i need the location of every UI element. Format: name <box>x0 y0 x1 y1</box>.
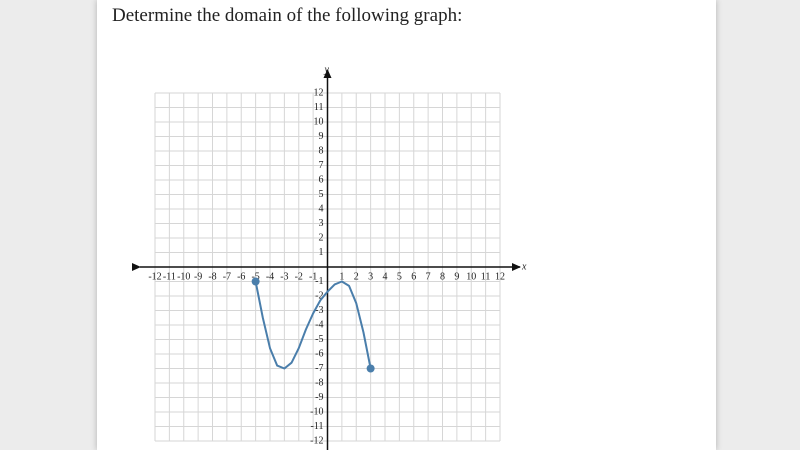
y-tick-label: -4 <box>315 319 323 330</box>
y-tick-label: -8 <box>315 377 323 388</box>
y-tick-label: -11 <box>311 421 324 432</box>
y-tick-label: 6 <box>319 174 324 185</box>
x-tick-label: 5 <box>397 271 402 282</box>
x-tick-label: -7 <box>223 271 231 282</box>
question-panel: Determine the domain of the following gr… <box>97 0 716 450</box>
y-tick-label: -3 <box>315 305 323 316</box>
x-tick-label: -10 <box>177 271 190 282</box>
endpoint-dot <box>251 277 260 286</box>
y-tick-label: 7 <box>319 160 324 171</box>
x-tick-label: 8 <box>440 271 445 282</box>
y-tick-label: 5 <box>319 189 324 200</box>
x-tick-label: 7 <box>426 271 431 282</box>
y-tick-label: 3 <box>319 218 324 229</box>
x-tick-label: 9 <box>454 271 459 282</box>
x-tick-label: -11 <box>163 271 176 282</box>
x-tick-label: -3 <box>280 271 288 282</box>
y-tick-label: 12 <box>314 87 324 98</box>
x-tick-label: -12 <box>148 271 161 282</box>
y-tick-label: -6 <box>315 348 323 359</box>
x-tick-label: -4 <box>266 271 274 282</box>
x-tick-label: 4 <box>383 271 388 282</box>
x-tick-label: -8 <box>208 271 216 282</box>
y-tick-label: 2 <box>319 232 324 243</box>
x-tick-label: -9 <box>194 271 202 282</box>
y-axis-label: y <box>324 64 330 75</box>
x-axis-label: x <box>521 261 527 272</box>
question-text: Determine the domain of the following gr… <box>112 5 463 26</box>
y-tick-label: -7 <box>315 363 323 374</box>
y-tick-label: -1 <box>315 276 323 287</box>
y-tick-label: 10 <box>314 116 324 127</box>
x-tick-label: 1 <box>339 271 344 282</box>
y-tick-label: 1 <box>319 247 324 258</box>
x-tick-label: 12 <box>495 271 505 282</box>
function-curve <box>254 280 372 370</box>
y-tick-label: 8 <box>319 145 324 156</box>
y-tick-label: -5 <box>315 334 323 345</box>
x-tick-label: 6 <box>411 271 416 282</box>
x-tick-label: 2 <box>354 271 359 282</box>
y-tick-label: -9 <box>315 392 323 403</box>
y-tick-label: -2 <box>315 290 323 301</box>
x-tick-label: 10 <box>466 271 476 282</box>
x-tick-label: -1 <box>309 271 317 282</box>
endpoint-dot <box>366 364 375 373</box>
x-tick-label: -2 <box>295 271 303 282</box>
y-tick-label: -10 <box>310 406 323 417</box>
y-tick-label: 4 <box>319 203 324 214</box>
y-tick-label: 9 <box>319 131 324 142</box>
x-tick-label: 11 <box>481 271 491 282</box>
x-tick-label: -6 <box>237 271 245 282</box>
y-tick-label: -12 <box>310 435 323 446</box>
x-tick-label: -5 <box>251 271 259 282</box>
y-tick-label: 11 <box>314 102 324 113</box>
x-tick-label: 3 <box>368 271 373 282</box>
